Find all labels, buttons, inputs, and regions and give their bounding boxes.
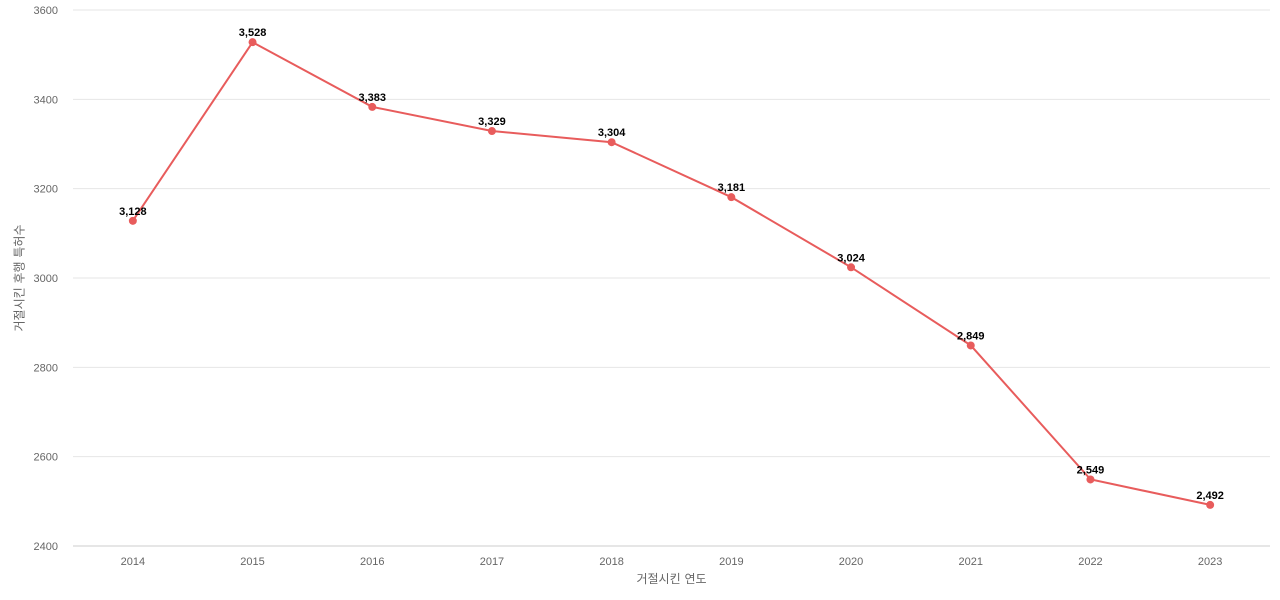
data-label: 3,304 <box>598 127 626 139</box>
x-tick-label: 2015 <box>240 556 264 568</box>
x-tick-label: 2016 <box>360 556 384 568</box>
y-axis-ticks: 2400 2600 2800 3000 3200 3400 3600 <box>34 5 58 553</box>
x-tick-label: 2018 <box>599 556 623 568</box>
data-point <box>368 102 377 111</box>
y-tick-label: 3600 <box>34 5 58 17</box>
y-tick-label: 3200 <box>34 184 58 196</box>
y-tick-label: 2800 <box>34 362 58 374</box>
y-axis-title: 거절시킨 후행 특허수 <box>12 225 27 332</box>
x-axis-ticks: 2014 2015 2016 2017 2018 2019 2020 2021 2022 2023 <box>121 556 1223 568</box>
data-label: 3,383 <box>358 92 386 104</box>
data-label: 3,181 <box>718 182 746 194</box>
data-points <box>128 38 1215 509</box>
y-tick-label: 3400 <box>34 94 58 106</box>
data-label: 3,528 <box>239 27 267 39</box>
data-point <box>607 138 616 147</box>
series-line <box>131 40 1211 506</box>
x-axis-title: 거절시킨 연도 <box>636 572 706 586</box>
gridlines <box>73 9 1270 458</box>
data-label: 2,492 <box>1196 490 1224 502</box>
data-label: 2,849 <box>957 330 985 342</box>
data-point <box>128 216 137 225</box>
data-label: 2,549 <box>1077 464 1105 476</box>
data-label: 3,128 <box>119 206 147 218</box>
data-point <box>248 38 257 47</box>
data-point <box>487 127 496 136</box>
data-labels: 3,128 3,528 3,383 3,329 3,304 3,181 3,024 2,849… <box>119 27 1224 502</box>
y-tick-label: 3000 <box>34 273 58 285</box>
x-tick-label: 2017 <box>480 556 504 568</box>
x-tick-label: 2023 <box>1198 556 1222 568</box>
data-label: 3,024 <box>837 252 865 264</box>
data-label: 3,329 <box>478 116 506 128</box>
data-point <box>1086 475 1095 484</box>
data-point <box>727 193 736 202</box>
x-tick-label: 2014 <box>121 556 145 568</box>
x-tick-label: 2022 <box>1078 556 1102 568</box>
y-tick-label: 2400 <box>34 541 58 553</box>
x-tick-label: 2021 <box>959 556 983 568</box>
data-point <box>847 263 856 272</box>
data-point <box>1206 500 1215 509</box>
data-point <box>966 341 975 350</box>
x-tick-label: 2020 <box>839 556 863 568</box>
x-tick-label: 2019 <box>719 556 743 568</box>
y-tick-label: 2600 <box>34 452 58 464</box>
